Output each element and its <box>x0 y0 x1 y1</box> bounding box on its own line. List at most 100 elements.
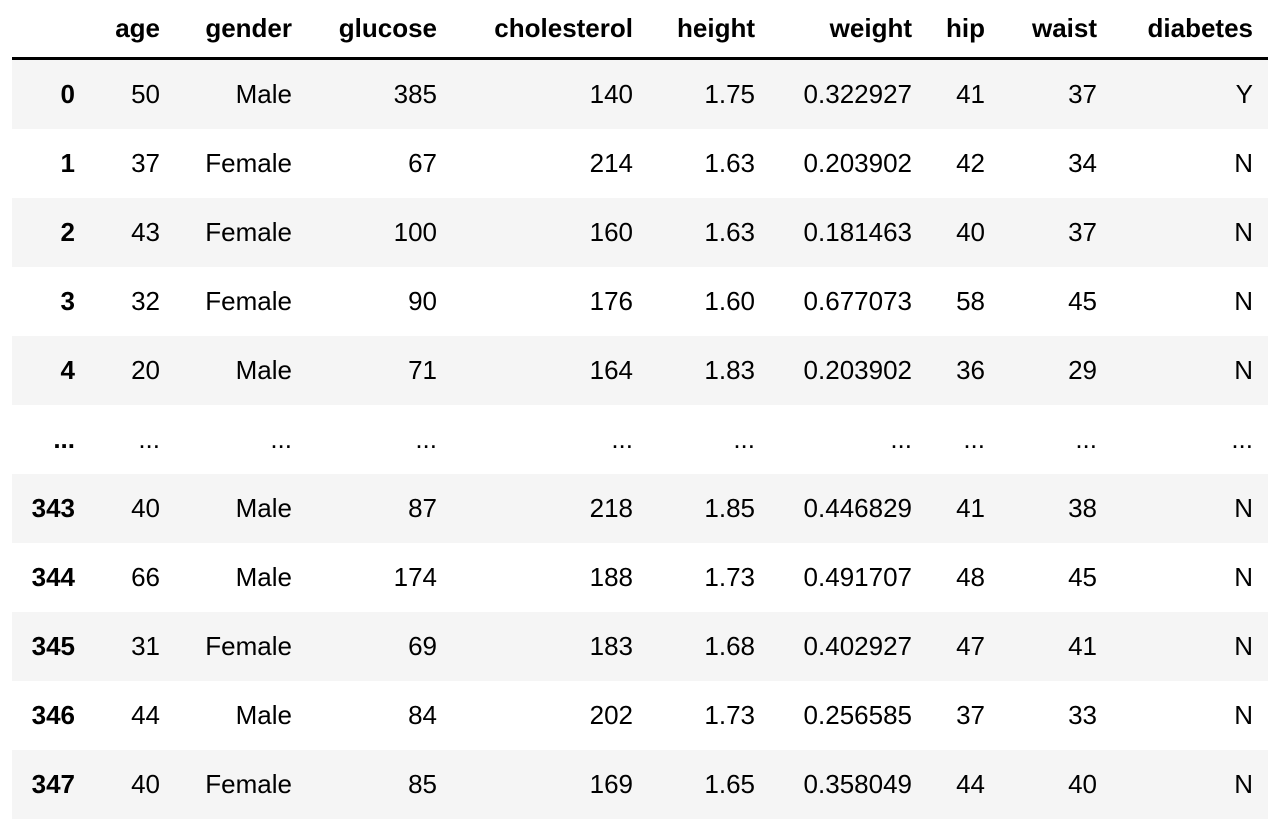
table-cell: 1.60 <box>704 286 755 316</box>
table-cell: ... <box>415 424 437 454</box>
table-cell: 37 <box>956 700 985 730</box>
table-cell: Female <box>205 286 292 316</box>
table-row: 1 37 Female 67 214 1.63 0.203902 42 34 N <box>12 129 1268 198</box>
table-cell: 87 <box>408 493 437 523</box>
index-header <box>12 1 90 60</box>
table-cell: 44 <box>131 700 160 730</box>
table-cell: 84 <box>408 700 437 730</box>
table-cell: N <box>1234 355 1253 385</box>
table-cell: ... <box>138 424 160 454</box>
table-cell: N <box>1234 493 1253 523</box>
table-cell: 69 <box>408 631 437 661</box>
row-index: 343 <box>31 493 75 523</box>
table-cell: 85 <box>408 769 437 799</box>
table-row: 2 43 Female 100 160 1.63 0.181463 40 37 N <box>12 198 1268 267</box>
table-cell: 41 <box>956 493 985 523</box>
row-index: ... <box>53 424 75 454</box>
table-row: 345 31 Female 69 183 1.68 0.402927 47 41 N <box>12 612 1268 681</box>
row-index: 4 <box>60 355 75 385</box>
table-cell: 164 <box>589 355 633 385</box>
table-cell: 0.358049 <box>803 769 912 799</box>
row-index: 2 <box>60 217 75 247</box>
table-cell: 34 <box>1068 148 1097 178</box>
column-header-height: height <box>648 1 770 60</box>
table-cell: 1.68 <box>704 631 755 661</box>
table-row: 344 66 Male 174 188 1.73 0.491707 48 45 N <box>12 543 1268 612</box>
table-cell: Male <box>235 700 292 730</box>
row-index: 0 <box>60 79 75 109</box>
table-cell: 40 <box>1068 769 1097 799</box>
row-index: 347 <box>31 769 75 799</box>
table-cell: ... <box>1075 424 1097 454</box>
dataframe-table: age gender glucose cholesterol height weight h… <box>12 1 1268 819</box>
table-cell: 41 <box>1068 631 1097 661</box>
table-cell: 42 <box>956 148 985 178</box>
table-cell: 48 <box>956 562 985 592</box>
table-cell: N <box>1234 217 1253 247</box>
table-cell: 90 <box>408 286 437 316</box>
table-cell: 44 <box>956 769 985 799</box>
table-cell: 45 <box>1068 286 1097 316</box>
table-cell: Female <box>205 217 292 247</box>
table-cell: ... <box>733 424 755 454</box>
table-cell: 100 <box>393 217 437 247</box>
table-cell: ... <box>611 424 633 454</box>
table-cell: 1.63 <box>704 217 755 247</box>
table-cell: 0.203902 <box>803 148 912 178</box>
table-cell: 40 <box>131 493 160 523</box>
table-cell: Y <box>1235 79 1253 109</box>
table-cell: 47 <box>956 631 985 661</box>
row-index: 346 <box>31 700 75 730</box>
table-cell: N <box>1234 286 1253 316</box>
table-cell: 37 <box>1068 79 1097 109</box>
column-header-weight: weight <box>770 1 927 60</box>
table-cell: N <box>1234 148 1253 178</box>
table-cell: 40 <box>131 769 160 799</box>
column-header-glucose: glucose <box>307 1 452 60</box>
table-cell: Male <box>235 79 292 109</box>
table-cell: 45 <box>1068 562 1097 592</box>
table-cell: 50 <box>131 79 160 109</box>
column-header-diabetes: diabetes <box>1112 1 1268 60</box>
table-cell: 140 <box>589 79 633 109</box>
table-cell: 218 <box>589 493 633 523</box>
row-index: 344 <box>31 562 75 592</box>
table-cell: 174 <box>393 562 437 592</box>
table-cell: 37 <box>131 148 160 178</box>
table-cell: 40 <box>956 217 985 247</box>
table-cell: 33 <box>1068 700 1097 730</box>
table-cell: 188 <box>589 562 633 592</box>
table-cell: 0.677073 <box>803 286 912 316</box>
table-cell: 0.181463 <box>803 217 912 247</box>
table-cell: N <box>1234 562 1253 592</box>
table-cell: Female <box>205 769 292 799</box>
table-cell: 176 <box>589 286 633 316</box>
table-cell: ... <box>963 424 985 454</box>
column-header-age: age <box>90 1 175 60</box>
table-cell: N <box>1234 631 1253 661</box>
table-cell: 160 <box>589 217 633 247</box>
table-cell: 43 <box>131 217 160 247</box>
table-row: 343 40 Male 87 218 1.85 0.446829 41 38 N <box>12 474 1268 543</box>
table-header-row: age gender glucose cholesterol height weight h… <box>12 1 1268 60</box>
table-cell: 36 <box>956 355 985 385</box>
table-cell: 41 <box>956 79 985 109</box>
table-cell: 1.73 <box>704 562 755 592</box>
table-cell: 0.446829 <box>803 493 912 523</box>
table-cell: 385 <box>393 79 437 109</box>
table-cell: 202 <box>589 700 633 730</box>
table-cell: 214 <box>589 148 633 178</box>
table-cell: ... <box>890 424 912 454</box>
table-cell: 0.491707 <box>803 562 912 592</box>
table-cell: 38 <box>1068 493 1097 523</box>
table-cell: 0.256585 <box>803 700 912 730</box>
table-cell: 67 <box>408 148 437 178</box>
table-cell: 169 <box>589 769 633 799</box>
table-cell: 71 <box>408 355 437 385</box>
table-cell: 0.322927 <box>803 79 912 109</box>
column-header-cholesterol: cholesterol <box>452 1 648 60</box>
column-header-hip: hip <box>927 1 1000 60</box>
header-row: age gender glucose cholesterol height weight h… <box>12 1 1268 60</box>
table-cell: 29 <box>1068 355 1097 385</box>
table-cell: 58 <box>956 286 985 316</box>
